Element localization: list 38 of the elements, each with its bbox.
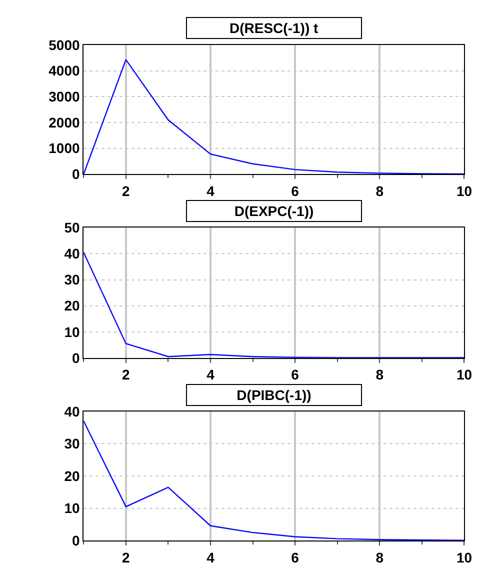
y-tick-label: 40	[64, 403, 80, 420]
line-series	[84, 252, 464, 358]
y-tick-label: 30	[64, 436, 80, 452]
x-tick-label: 10	[456, 366, 472, 383]
x-tick-label: 10	[456, 183, 472, 199]
y-tick-label: 0	[72, 532, 80, 549]
y-tick-label: 10	[64, 324, 80, 340]
x-tick-label: 6	[291, 366, 300, 383]
x-tick-label: 4	[206, 549, 215, 566]
chart-title: D(PIBC(-1))	[236, 387, 312, 403]
y-tick-label: 30	[64, 272, 80, 288]
y-tick-label: 40	[64, 246, 80, 262]
y-tick-label: 10	[64, 500, 80, 516]
line-series	[84, 59, 464, 174]
y-tick-label: 4000	[48, 62, 80, 79]
x-tick-label: 6	[291, 549, 300, 566]
x-tick-label: 8	[376, 183, 384, 199]
y-tick-label: 20	[64, 298, 80, 314]
x-tick-label: 8	[376, 366, 384, 383]
y-tick-label: 0	[72, 350, 80, 366]
chart-title: D(EXPC(-1))	[234, 203, 314, 219]
x-tick-label: 6	[291, 183, 300, 199]
y-tick-label: 2000	[48, 114, 80, 130]
x-tick-label: 4	[206, 366, 215, 383]
y-tick-label: 1000	[48, 140, 80, 156]
y-tick-label: 5000	[48, 36, 80, 53]
line-series	[84, 420, 464, 541]
x-tick-label: 8	[376, 549, 384, 566]
y-tick-label: 20	[64, 468, 80, 484]
x-tick-label: 2	[122, 183, 130, 199]
x-tick-label: 10	[456, 549, 472, 566]
x-tick-label: 2	[122, 549, 130, 566]
y-tick-label: 0	[72, 166, 80, 182]
y-tick-label: 50	[64, 220, 80, 236]
x-tick-label: 2	[122, 366, 130, 383]
y-tick-label: 3000	[48, 88, 80, 105]
chart-title: D(RESC(-1)) t	[230, 20, 318, 36]
x-tick-label: 4	[206, 183, 215, 199]
